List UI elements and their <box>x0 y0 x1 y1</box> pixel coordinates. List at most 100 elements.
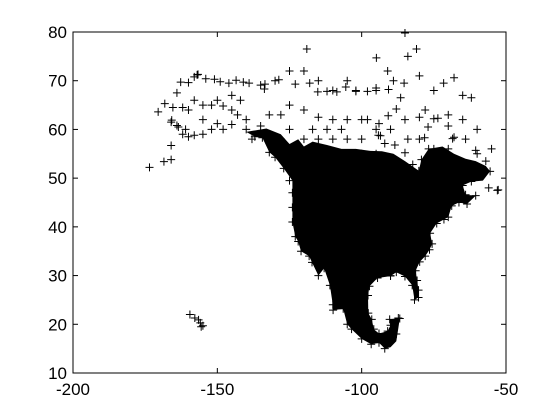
plus-marker <box>433 114 442 123</box>
plus-marker <box>403 52 412 61</box>
axes-frame <box>72 31 507 374</box>
plus-marker <box>305 79 314 88</box>
plus-marker <box>458 91 467 100</box>
plus-marker <box>172 88 181 97</box>
plus-marker <box>216 77 225 86</box>
plus-marker <box>415 135 424 144</box>
plus-marker <box>380 139 389 148</box>
plus-marker <box>213 96 222 105</box>
plus-marker <box>415 113 424 122</box>
plus-marker <box>429 86 438 95</box>
plus-marker <box>167 118 176 127</box>
plus-marker <box>314 135 323 144</box>
plus-marker <box>332 87 341 96</box>
plus-marker <box>260 80 269 89</box>
plus-marker <box>190 96 199 105</box>
plus-marker <box>260 84 269 93</box>
plus-marker <box>357 135 366 144</box>
plus-marker <box>484 183 493 192</box>
plus-marker <box>285 66 294 75</box>
plus-marker <box>285 101 294 110</box>
plus-marker <box>271 76 280 85</box>
plus-marker <box>403 135 412 144</box>
plus-marker <box>198 130 207 139</box>
plus-marker <box>160 99 169 108</box>
plus-marker <box>256 81 265 90</box>
plus-marker <box>276 110 285 119</box>
plus-marker <box>337 125 346 134</box>
plus-marker <box>196 318 205 327</box>
plus-marker <box>481 157 490 166</box>
plus-marker <box>219 102 228 111</box>
plus-marker <box>184 78 193 87</box>
plus-marker <box>343 76 352 85</box>
plus-marker <box>207 125 216 134</box>
plus-marker <box>181 125 190 134</box>
x-tick-label: -200 <box>56 380 90 399</box>
plus-marker <box>308 125 317 134</box>
x-tick-label: -100 <box>345 380 379 399</box>
plus-marker <box>184 105 193 114</box>
plus-marker <box>236 96 245 105</box>
plus-marker <box>343 135 352 144</box>
plus-marker <box>494 185 503 194</box>
plus-marker <box>390 141 399 150</box>
plus-marker <box>227 105 236 114</box>
plus-marker <box>314 113 323 122</box>
plus-marker <box>299 66 308 75</box>
plus-marker <box>467 93 476 102</box>
plus-marker <box>224 79 233 88</box>
plus-marker <box>328 115 337 124</box>
plus-marker <box>415 71 424 80</box>
plus-marker <box>201 74 210 83</box>
x-tick-label: -50 <box>494 380 519 399</box>
plus-marker <box>341 83 350 92</box>
plus-marker <box>190 131 199 140</box>
plus-marker <box>351 87 360 96</box>
plus-marker <box>444 122 453 131</box>
plus-marker <box>420 133 429 142</box>
plus-marker <box>389 76 398 85</box>
y-tick-label: 40 <box>48 218 67 237</box>
plus-marker <box>386 125 395 134</box>
plus-marker <box>178 103 187 112</box>
plus-marker <box>396 93 405 102</box>
plus-marker <box>285 125 294 134</box>
plus-marker <box>227 91 236 100</box>
plus-marker <box>372 125 381 134</box>
plus-marker <box>176 78 185 87</box>
plus-marker <box>256 122 265 131</box>
plus-marker <box>313 87 322 96</box>
plus-marker <box>159 157 168 166</box>
plus-marker <box>392 104 401 113</box>
plus-marker <box>167 141 176 150</box>
plus-marker <box>384 85 393 94</box>
plus-marker <box>461 135 470 144</box>
plus-marker <box>487 144 496 153</box>
plus-marker <box>242 115 251 124</box>
plus-marker <box>374 119 383 128</box>
plus-marker <box>299 135 308 144</box>
plus-marker <box>444 110 453 119</box>
tick-marks <box>72 31 507 374</box>
plus-marker <box>473 125 482 134</box>
plus-marker <box>328 86 337 95</box>
plus-marker <box>439 79 448 88</box>
plus-marker <box>424 122 433 131</box>
plus-marker <box>207 101 216 110</box>
plus-marker <box>372 84 381 93</box>
plus-marker <box>343 115 352 124</box>
dense-point-region <box>246 128 491 349</box>
plus-marker <box>450 73 459 82</box>
y-tick-label: 10 <box>48 364 67 383</box>
plus-marker <box>245 79 254 88</box>
plus-marker <box>184 132 193 141</box>
y-tick-label: 60 <box>48 120 67 139</box>
plus-marker <box>213 119 222 128</box>
plus-marker <box>265 110 274 119</box>
plus-marker <box>314 76 323 85</box>
plus-marker <box>458 115 467 124</box>
plus-marker <box>227 120 236 129</box>
plus-marker <box>400 79 409 88</box>
